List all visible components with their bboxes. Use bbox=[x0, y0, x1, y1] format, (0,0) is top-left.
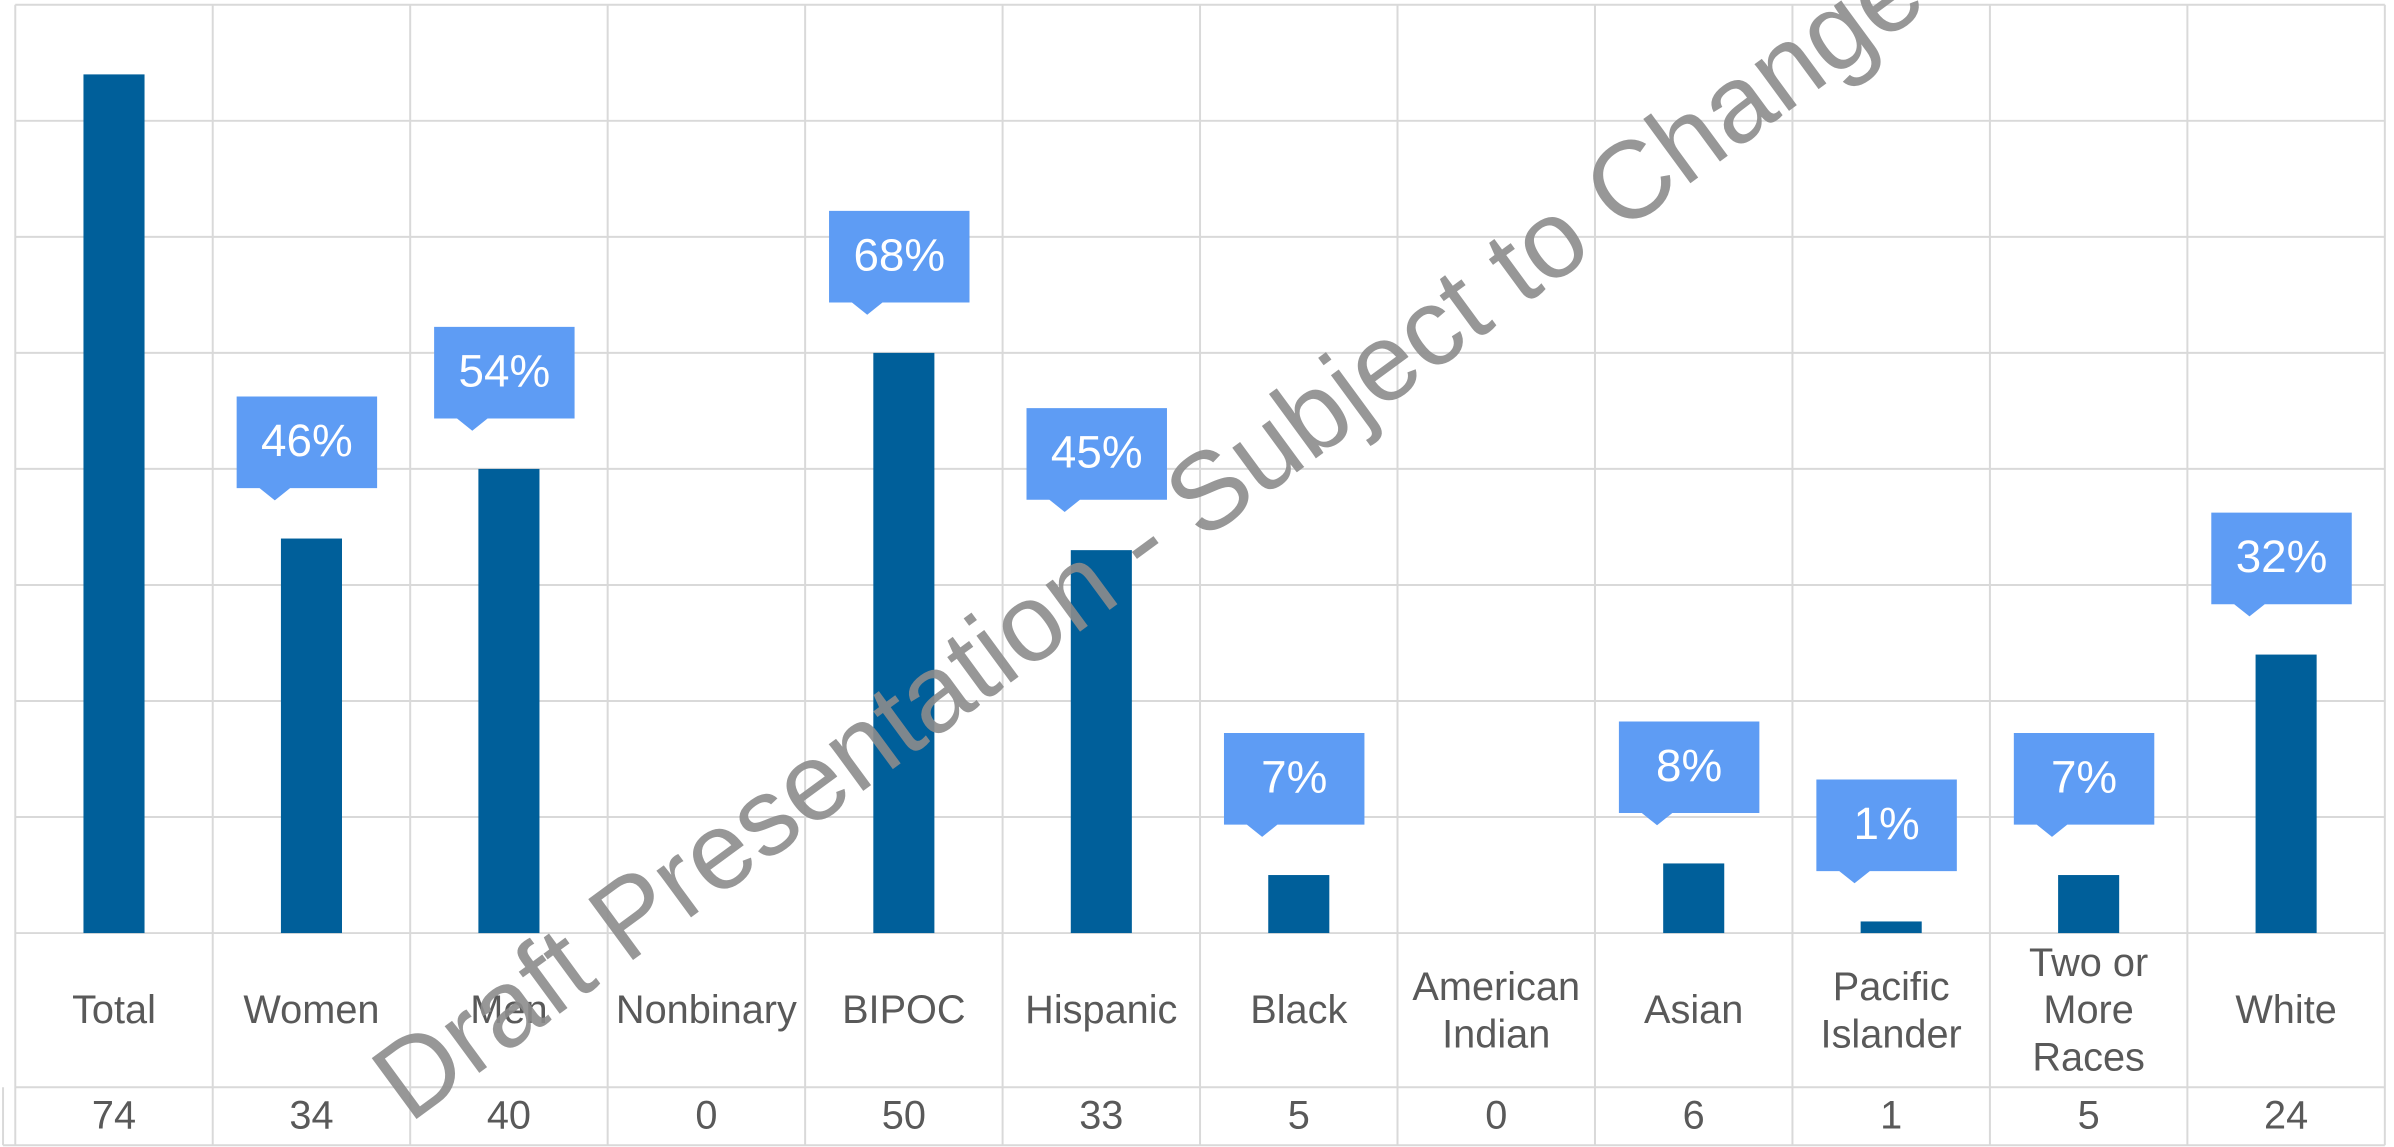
callout-box bbox=[2211, 512, 2352, 617]
callout-box bbox=[1223, 733, 1365, 837]
bar bbox=[1268, 875, 1330, 934]
x-tick-label: Asian bbox=[1644, 986, 1744, 1033]
x-tick-label: Hispanic bbox=[1025, 986, 1178, 1033]
callout-box bbox=[2013, 733, 2155, 837]
callout-box bbox=[1618, 721, 1760, 826]
bar bbox=[1860, 921, 1922, 934]
callout-box bbox=[829, 210, 970, 315]
callout-label: 54% bbox=[459, 345, 551, 396]
x-tick-label: Men bbox=[470, 986, 548, 1033]
bar bbox=[873, 352, 935, 934]
category-cell: Pacific Islander bbox=[1820, 962, 1962, 1056]
category-cell: Hispanic bbox=[1025, 986, 1178, 1033]
category-cell: White bbox=[2235, 986, 2337, 1033]
bar bbox=[2255, 654, 2317, 934]
table-value: 33 bbox=[1079, 1093, 1123, 1137]
data-table: Total74Women34Men40Nonbinary0BIPOC50Hisp… bbox=[72, 939, 2337, 1137]
callout-label: 32% bbox=[2236, 531, 2328, 582]
table-value: 24 bbox=[2264, 1093, 2308, 1137]
callout-label: 46% bbox=[261, 415, 353, 466]
x-tick-label: American Indian bbox=[1412, 962, 1581, 1056]
x-tick-label: Women bbox=[243, 986, 380, 1033]
category-cell: American Indian bbox=[1412, 962, 1581, 1056]
category-cell: Total bbox=[72, 986, 156, 1033]
bar bbox=[2058, 875, 2120, 934]
x-tick-label: Black bbox=[1250, 986, 1348, 1033]
callout-label: 7% bbox=[2051, 751, 2117, 802]
callout-label: 45% bbox=[1051, 427, 1143, 478]
table-value: 0 bbox=[695, 1093, 717, 1137]
table-value: 1 bbox=[1880, 1093, 1902, 1137]
grid bbox=[2, 3, 2386, 1147]
category-cell: BIPOC bbox=[842, 986, 966, 1033]
table-value: 6 bbox=[1683, 1093, 1705, 1137]
category-cell: Nonbinary bbox=[615, 986, 797, 1033]
category-cell: Black bbox=[1250, 986, 1348, 1033]
table-value: 5 bbox=[2078, 1093, 2100, 1137]
x-tick-label: Two or More Races bbox=[2029, 939, 2149, 1080]
category-cell: Women bbox=[243, 986, 380, 1033]
callout-label: 8% bbox=[1656, 740, 1722, 791]
table-value: 5 bbox=[1288, 1093, 1310, 1137]
category-cell: Two or More Races bbox=[2029, 939, 2149, 1080]
callout-box bbox=[434, 326, 575, 431]
x-tick-label: Total bbox=[72, 986, 156, 1033]
bar bbox=[1070, 550, 1132, 934]
bar bbox=[478, 468, 540, 934]
callout-box bbox=[1816, 779, 1957, 884]
bar bbox=[1663, 863, 1725, 934]
table-value: 40 bbox=[487, 1093, 531, 1137]
category-cell: Asian bbox=[1644, 986, 1744, 1033]
x-tick-label: Nonbinary bbox=[615, 986, 797, 1033]
callout-label: 7% bbox=[1261, 751, 1327, 802]
bar bbox=[83, 74, 145, 934]
x-tick-label: White bbox=[2235, 986, 2337, 1033]
table-value: 74 bbox=[92, 1093, 136, 1137]
x-tick-label: Pacific Islander bbox=[1820, 962, 1962, 1056]
x-tick-label: BIPOC bbox=[842, 986, 966, 1033]
table-value: 0 bbox=[1485, 1093, 1507, 1137]
table-value: 50 bbox=[882, 1093, 926, 1137]
callout-label: 1% bbox=[1853, 798, 1919, 849]
callout-label: 68% bbox=[853, 229, 945, 280]
table-value: 34 bbox=[289, 1093, 333, 1137]
category-cell: Men bbox=[470, 986, 548, 1033]
callout-box bbox=[236, 396, 378, 501]
marks: 46% 54% 68% 45% 7% 8% 1% 7% 32% bbox=[83, 74, 2352, 934]
callout-box bbox=[1026, 408, 1167, 512]
bar bbox=[280, 538, 342, 934]
